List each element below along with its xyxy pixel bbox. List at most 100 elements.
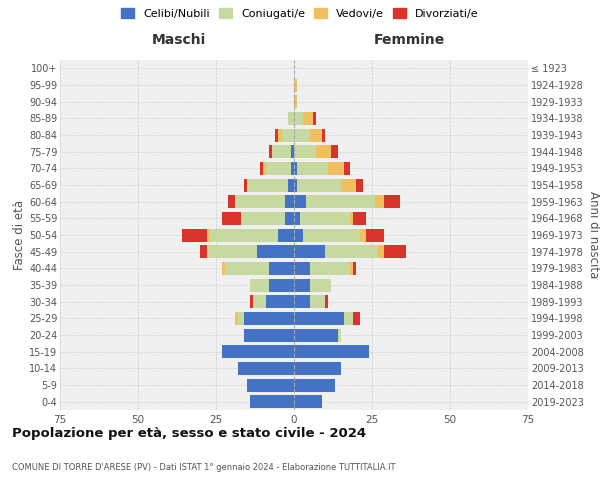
Bar [269, 262, 294, 275]
Bar [288, 112, 294, 125]
Bar [344, 312, 353, 325]
Bar [235, 312, 238, 325]
Bar [206, 245, 257, 258]
Bar [353, 262, 356, 275]
Text: Maschi: Maschi [151, 32, 206, 46]
Bar [294, 278, 310, 291]
Bar [331, 145, 338, 158]
Bar [250, 395, 294, 408]
Bar [200, 245, 206, 258]
Bar [210, 228, 278, 241]
Bar [250, 278, 269, 291]
Bar [244, 178, 247, 192]
Bar [244, 328, 294, 342]
Bar [222, 212, 241, 225]
Bar [325, 295, 328, 308]
Bar [222, 345, 294, 358]
Bar [310, 278, 331, 291]
Bar [238, 312, 244, 325]
Bar [338, 328, 341, 342]
Bar [294, 228, 304, 241]
Bar [226, 262, 269, 275]
Legend: Celibi/Nubili, Coniugati/e, Vedovi/e, Divorziati/e: Celibi/Nubili, Coniugati/e, Vedovi/e, Di… [121, 8, 479, 19]
Bar [260, 162, 263, 175]
Bar [325, 245, 378, 258]
Bar [250, 295, 253, 308]
Bar [350, 212, 353, 225]
Bar [294, 78, 297, 92]
Bar [294, 362, 341, 375]
Bar [206, 228, 210, 241]
Bar [294, 245, 325, 258]
Bar [385, 195, 400, 208]
Text: COMUNE DI TORRE D'ARESE (PV) - Dati ISTAT 1° gennaio 2024 - Elaborazione TUTTITA: COMUNE DI TORRE D'ARESE (PV) - Dati ISTA… [12, 462, 395, 471]
Bar [244, 312, 294, 325]
Bar [269, 278, 294, 291]
Bar [182, 228, 206, 241]
Bar [294, 95, 297, 108]
Bar [229, 195, 235, 208]
Bar [263, 162, 266, 175]
Bar [294, 262, 310, 275]
Bar [294, 345, 369, 358]
Bar [294, 378, 335, 392]
Text: Popolazione per età, sesso e stato civile - 2024: Popolazione per età, sesso e stato civil… [12, 428, 366, 440]
Bar [385, 245, 406, 258]
Bar [284, 195, 294, 208]
Bar [266, 162, 291, 175]
Bar [341, 178, 356, 192]
Bar [304, 112, 313, 125]
Bar [241, 212, 284, 225]
Bar [294, 128, 310, 141]
Bar [366, 228, 385, 241]
Bar [350, 262, 353, 275]
Bar [269, 145, 272, 158]
Bar [310, 262, 350, 275]
Bar [307, 195, 375, 208]
Y-axis label: Fasce di età: Fasce di età [13, 200, 26, 270]
Bar [222, 262, 226, 275]
Bar [356, 178, 362, 192]
Bar [294, 178, 297, 192]
Text: Femmine: Femmine [374, 32, 445, 46]
Bar [294, 328, 338, 342]
Bar [378, 245, 385, 258]
Bar [297, 178, 341, 192]
Bar [281, 128, 294, 141]
Bar [328, 162, 344, 175]
Bar [313, 112, 316, 125]
Bar [304, 228, 359, 241]
Bar [294, 112, 304, 125]
Bar [294, 395, 322, 408]
Bar [294, 162, 297, 175]
Bar [235, 195, 284, 208]
Bar [297, 162, 328, 175]
Bar [278, 228, 294, 241]
Bar [322, 128, 325, 141]
Bar [266, 295, 294, 308]
Bar [291, 145, 294, 158]
Bar [310, 295, 325, 308]
Bar [316, 145, 331, 158]
Bar [300, 212, 350, 225]
Bar [294, 145, 316, 158]
Bar [278, 128, 281, 141]
Bar [288, 178, 294, 192]
Bar [359, 228, 366, 241]
Bar [344, 162, 350, 175]
Bar [247, 378, 294, 392]
Bar [294, 195, 307, 208]
Bar [238, 362, 294, 375]
Bar [294, 295, 310, 308]
Bar [353, 312, 359, 325]
Bar [272, 145, 291, 158]
Bar [310, 128, 322, 141]
Bar [247, 178, 288, 192]
Y-axis label: Anni di nascita: Anni di nascita [587, 192, 600, 278]
Bar [275, 128, 278, 141]
Bar [284, 212, 294, 225]
Bar [294, 212, 300, 225]
Bar [353, 212, 366, 225]
Bar [253, 295, 266, 308]
Bar [375, 195, 385, 208]
